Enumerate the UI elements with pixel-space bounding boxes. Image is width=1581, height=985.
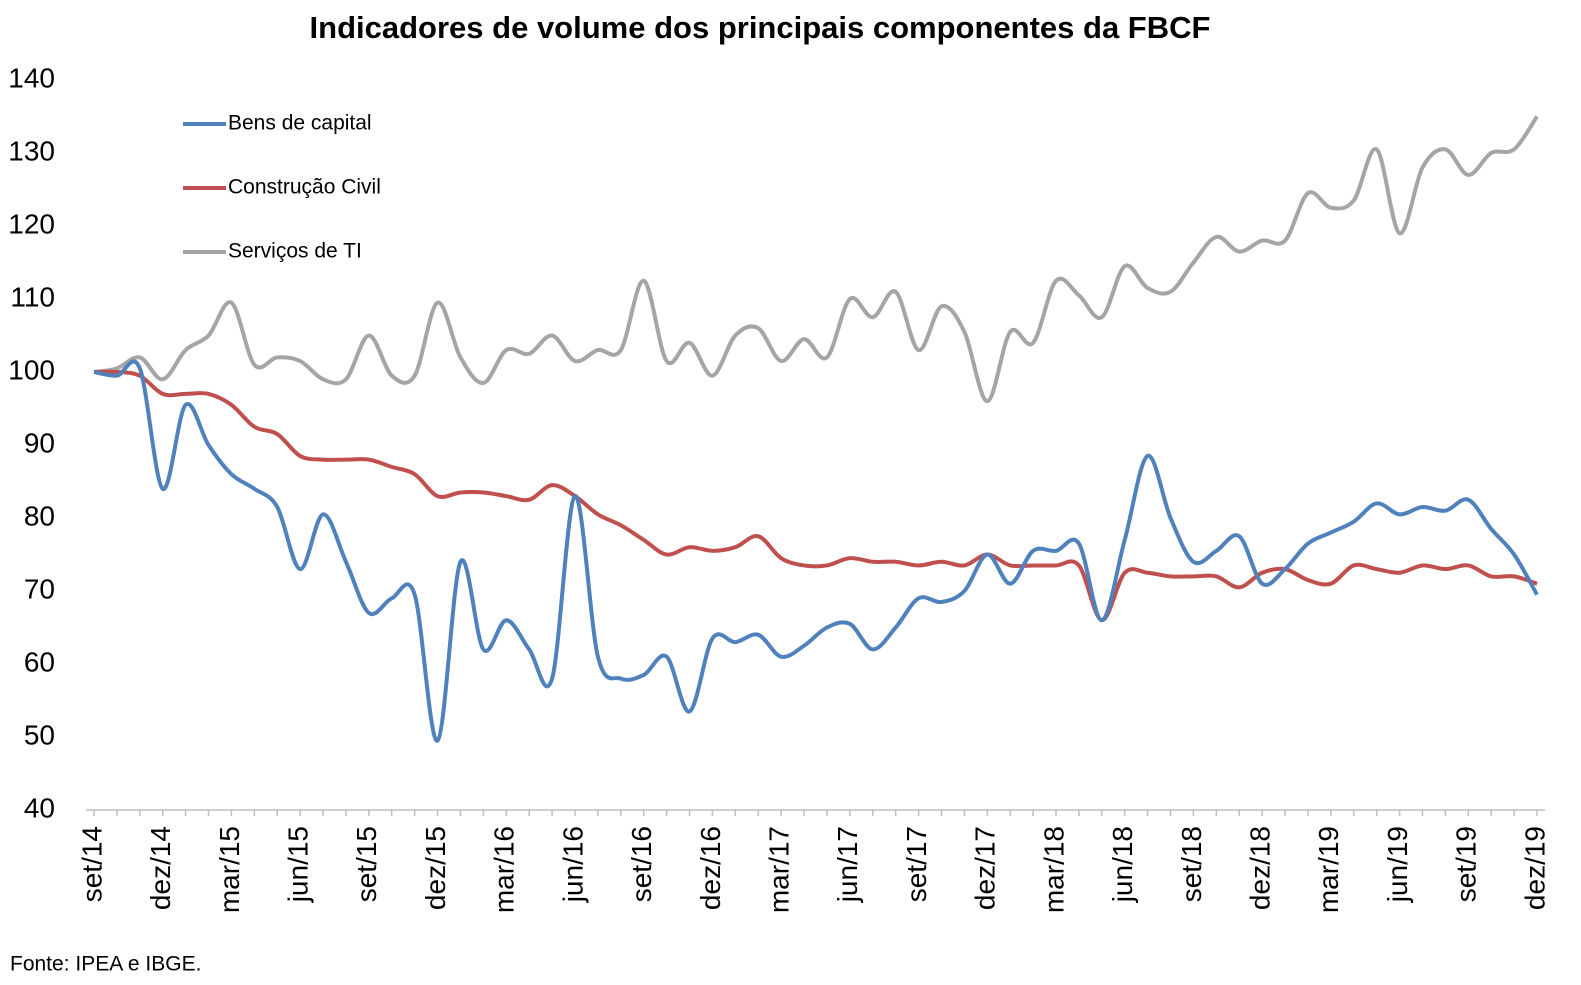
legend-label: Serviços de TI — [228, 240, 362, 263]
x-tick-label: jun/15 — [283, 826, 314, 903]
x-tick-label: dez/15 — [420, 826, 451, 910]
y-tick-label: 100 — [8, 354, 55, 385]
x-tick-label: mar/18 — [1038, 826, 1069, 913]
y-tick-label: 60 — [24, 646, 55, 677]
series-line — [93, 115, 1539, 404]
x-tick-label: dez/16 — [695, 826, 726, 910]
y-tick-label: 90 — [24, 427, 55, 458]
x-tick-label: mar/19 — [1313, 826, 1344, 913]
series-line — [93, 369, 1538, 623]
legend-label: Bens de capital — [228, 112, 372, 135]
x-tick-label: jun/19 — [1382, 826, 1413, 903]
y-tick-label: 130 — [8, 135, 55, 166]
series-line — [93, 359, 1539, 743]
x-tick-label: dez/14 — [145, 826, 176, 910]
x-tick-label: set/16 — [626, 826, 657, 902]
x-tick-label: mar/15 — [214, 826, 245, 913]
x-tick-label: mar/17 — [764, 826, 795, 913]
chart-title: Indicadores de volume dos principais com… — [310, 10, 1211, 45]
x-tick-label: set/17 — [901, 826, 932, 902]
y-tick-label: 80 — [24, 500, 55, 531]
y-tick-label: 140 — [8, 62, 55, 93]
x-tick-label: mar/16 — [489, 826, 520, 913]
x-tick-label: set/19 — [1451, 826, 1482, 902]
x-tick-label: dez/18 — [1245, 826, 1276, 910]
x-tick-label: set/14 — [76, 826, 107, 902]
y-tick-label: 40 — [24, 792, 55, 823]
y-tick-label: 120 — [8, 208, 55, 239]
x-tick-label: set/15 — [351, 826, 382, 902]
legend-label: Construção Civil — [228, 176, 381, 199]
x-tick-label: dez/17 — [970, 826, 1001, 910]
x-tick-label: set/18 — [1176, 826, 1207, 902]
y-tick-label: 50 — [24, 719, 55, 750]
x-tick-label: jun/16 — [557, 826, 588, 903]
x-tick-label: jun/18 — [1107, 826, 1138, 903]
x-tick-label: jun/17 — [832, 826, 863, 903]
y-tick-label: 110 — [10, 281, 55, 312]
source-note: Fonte: IPEA e IBGE. — [10, 953, 201, 976]
y-tick-label: 70 — [24, 573, 55, 604]
x-tick-label: dez/19 — [1519, 826, 1550, 910]
